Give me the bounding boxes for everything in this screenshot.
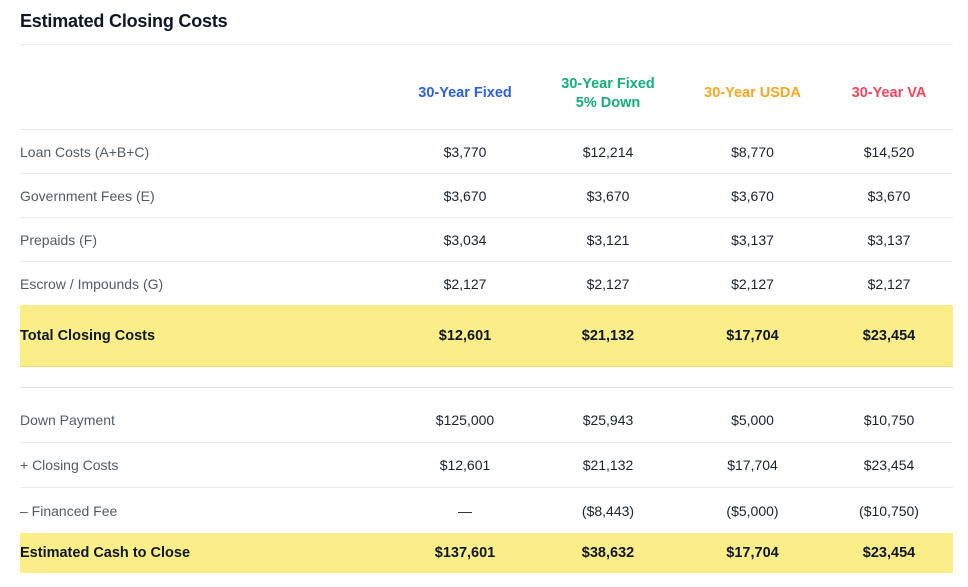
value-cell: $125,000 [435,412,495,428]
value-cell: $17,704 [726,327,779,344]
row-label: Government Fees (E) [20,187,155,204]
row-estimated-cash-to-close: Estimated Cash to Close $137,601 $38,632… [20,533,953,573]
value-cell: $14,520 [863,143,915,160]
row-down-payment: Down Payment $125,000 $25,943 $5,000 $10… [20,398,953,443]
column-header-30-year-fixed: 30-Year Fixed [394,84,536,103]
value-cell: $2,127 [443,275,487,292]
value-cell: $21,132 [581,327,635,344]
value-cell: $23,454 [863,457,915,473]
value-cell: $3,034 [443,231,487,248]
value-cell: $8,770 [731,143,774,160]
column-header-label: 30-Year Fixed [418,85,512,102]
value-cell: $12,214 [582,143,634,160]
value-cell: $3,770 [443,143,487,160]
value-cell: $3,670 [443,187,487,204]
value-cell: $2,127 [586,275,630,292]
value-cell: $17,704 [726,545,779,561]
row-label: Estimated Cash to Close [20,545,191,561]
value-cell: $3,137 [731,231,774,248]
value-cell: $3,121 [586,231,630,248]
row-label: Down Payment [20,412,115,428]
title-row: Estimated Closing Costs [20,0,953,45]
value-cell: $23,454 [862,327,916,344]
table-header-row: 30-Year Fixed 30-Year Fixed 5% Down 30-Y… [20,45,953,130]
value-cell: $25,943 [582,412,634,428]
value-cell: $21,132 [582,457,634,473]
row-prepaids: Prepaids (F) $3,034 $3,121 $3,137 $3,137 [20,218,953,262]
column-header-label: 30-Year Fixed [561,75,655,92]
cash-to-close-section: Down Payment $125,000 $25,943 $5,000 $10… [20,387,953,573]
value-cell: $137,601 [434,545,496,561]
row-label: Loan Costs (A+B+C) [20,143,150,160]
value-cell: $12,601 [438,327,492,344]
row-label: Total Closing Costs [20,327,156,344]
row-minus-financed-fee: – Financed Fee — ($8,443) ($5,000) ($10,… [20,488,953,533]
page-title: Estimated Closing Costs [20,11,228,31]
value-cell: $3,670 [867,187,911,204]
value-cell: $3,137 [867,231,911,248]
value-cell: $17,704 [727,457,778,473]
row-loan-costs: Loan Costs (A+B+C) $3,770 $12,214 $8,770… [20,130,953,174]
value-cell: $2,127 [731,275,774,292]
row-government-fees: Government Fees (E) $3,670 $3,670 $3,670… [20,174,953,218]
row-label: Escrow / Impounds (G) [20,275,164,292]
value-cell: ($8,443) [581,502,635,519]
value-cell: ($10,750) [859,502,919,519]
value-cell: $10,750 [863,412,915,428]
value-cell: $5,000 [731,412,774,428]
row-escrow-impounds: Escrow / Impounds (G) $2,127 $2,127 $2,1… [20,262,953,305]
column-header-subline: 5% Down [575,95,641,111]
value-cell: $2,127 [867,275,911,292]
row-total-closing-costs: Total Closing Costs $12,601 $21,132 $17,… [20,305,953,367]
value-cell: $23,454 [862,545,916,561]
closing-costs-panel: Estimated Closing Costs 30-Year Fixed 30… [20,0,953,573]
column-header-label: 30-Year VA [851,85,927,102]
row-label: + Closing Costs [20,457,119,473]
row-plus-closing-costs: + Closing Costs $12,601 $21,132 $17,704 … [20,443,953,488]
column-header-label: 30-Year USDA [704,85,801,102]
value-cell: — [458,502,472,519]
column-header-30-year-fixed-5-down: 30-Year Fixed 5% Down [536,75,680,113]
column-header-30-year-va: 30-Year VA [825,84,953,103]
value-cell: $3,670 [731,187,774,204]
value-cell: $3,670 [586,187,630,204]
row-label: Prepaids (F) [20,231,98,248]
value-cell: $12,601 [439,457,491,473]
value-cell: ($5,000) [726,502,779,519]
column-header-30-year-usda: 30-Year USDA [680,84,825,103]
value-cell: $38,632 [581,545,635,561]
row-label: – Financed Fee [20,502,118,519]
